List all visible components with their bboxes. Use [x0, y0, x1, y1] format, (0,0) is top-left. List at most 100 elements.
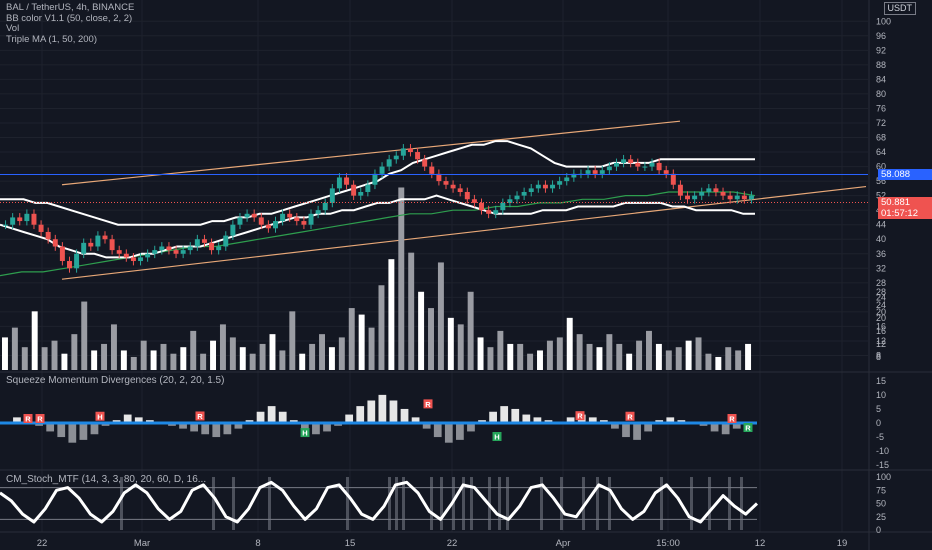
currency-label[interactable]: USDT — [883, 2, 916, 15]
momentum-bar-19 — [212, 423, 221, 438]
divergence-label-bg-9 — [743, 423, 753, 432]
candle-body-21 — [152, 250, 158, 254]
momentum-bar-37 — [411, 417, 420, 423]
candle-body-0 — [3, 224, 9, 226]
price-axis[interactable]: 1009692888480767268646056524844403632282… — [876, 16, 891, 535]
candle-body-66 — [471, 199, 477, 203]
candle-11 — [81, 238, 87, 259]
divergence-label-bg-2 — [95, 411, 105, 421]
time-axis[interactable]: 22 Mar 8 15 22 Apr 15:00 12 19 — [37, 538, 848, 549]
momentum-bar-7 — [79, 423, 88, 440]
divergence-label-text-3: R — [425, 400, 431, 409]
candle-70 — [500, 198, 506, 215]
candle-97 — [692, 191, 698, 204]
squeeze-tick-2: 5 — [876, 404, 881, 414]
divergence-label-4: R — [575, 411, 585, 421]
price-tick-16: 36 — [876, 249, 886, 259]
momentum-bar-51 — [566, 417, 575, 423]
momentum-bar-36 — [400, 408, 409, 423]
indicator-triple-ma[interactable]: Triple MA (1, 50, 200) — [6, 33, 97, 45]
level-price-tag: 58.088 — [878, 169, 932, 180]
candle-45 — [322, 198, 328, 215]
candle-body-31 — [223, 235, 229, 247]
candle-body-32 — [230, 224, 236, 236]
candle-6 — [45, 227, 51, 244]
volume-bar-55 — [546, 340, 553, 370]
price-tick-10: 60 — [876, 162, 886, 172]
candle-body-38 — [273, 221, 278, 229]
momentum-bar-28 — [312, 423, 320, 435]
stoch-cross-bar-8 — [430, 477, 433, 530]
candle-body-15 — [109, 239, 115, 251]
divergence-label-1: R — [35, 414, 45, 424]
indicator-vol[interactable]: Vol — [6, 23, 20, 34]
candle-5 — [38, 220, 44, 237]
divergence-label-0: R — [23, 414, 33, 424]
divergence-label-text-9: R — [745, 424, 751, 433]
candle-body-63 — [450, 184, 456, 189]
volume-tick-4: 12 — [876, 339, 886, 349]
divergence-label-bg-10 — [195, 411, 205, 421]
time-tick-4: 22 — [447, 538, 458, 549]
volume-bar-22 — [219, 324, 226, 370]
squeeze-title[interactable]: Squeeze Momentum Divergences (20, 2, 20,… — [6, 375, 225, 386]
candle-body-105 — [748, 195, 754, 200]
momentum-bar-1 — [13, 417, 21, 423]
candle-24 — [173, 245, 179, 259]
stoch-cross-bar-5 — [388, 477, 391, 530]
divergence-label-6: R — [727, 414, 737, 424]
momentum-bar-18 — [201, 423, 210, 435]
candle-body-3 — [24, 213, 30, 222]
candle-body-5 — [38, 224, 44, 232]
candle-15 — [109, 234, 115, 255]
momentum-bar-58 — [644, 423, 653, 432]
candle-body-67 — [479, 202, 484, 211]
candle-body-83 — [592, 170, 598, 174]
candle-47 — [336, 173, 342, 193]
candle-body-91 — [649, 162, 655, 167]
stoch-title[interactable]: CM_Stoch_MTF (14, 3, 3, 80, 20, 60, D, 1… — [6, 474, 207, 485]
stoch-pane — [0, 477, 759, 530]
candle-body-60 — [429, 166, 435, 174]
candle-body-37 — [265, 224, 271, 229]
volume-bar-7 — [71, 334, 78, 370]
candle-13 — [95, 231, 101, 251]
symbol-title[interactable]: BAL / TetherUS, 4h, BINANCE — [6, 2, 135, 13]
momentum-bar-35 — [389, 400, 398, 423]
time-tick-5: Apr — [556, 538, 571, 549]
candle-71 — [507, 194, 513, 208]
momentum-bar-27 — [300, 423, 309, 429]
candle-body-7 — [52, 239, 58, 247]
candle-body-79 — [564, 177, 570, 182]
divergence-label-10: R — [195, 411, 205, 421]
candle-body-104 — [741, 195, 747, 200]
candle-body-103 — [734, 195, 740, 200]
divergence-label-bg-3 — [423, 399, 433, 409]
volume-bar-71 — [705, 353, 712, 370]
channel-lower — [61, 185, 867, 280]
candle-body-90 — [642, 166, 648, 168]
candle-body-96 — [685, 195, 691, 200]
indicator-bb[interactable]: BB color V1.1 (50, close, 2, 2) — [6, 12, 133, 24]
candle-body-101 — [720, 192, 726, 196]
volume-bar-26 — [259, 343, 266, 370]
volume-bar-33 — [328, 347, 335, 370]
volume-bar-25 — [249, 353, 256, 370]
candle-14 — [102, 231, 108, 244]
candle-18 — [130, 253, 136, 266]
volume-tick-3: 16 — [876, 326, 886, 336]
candle-body-84 — [599, 170, 605, 174]
momentum-bar-4 — [46, 423, 55, 432]
candle-body-98 — [699, 192, 705, 196]
volume-bar-47 — [467, 291, 474, 370]
candle-body-61 — [436, 173, 442, 182]
candle-body-69 — [493, 210, 499, 214]
stoch-cross-bar-25 — [740, 477, 743, 530]
candle-body-42 — [301, 221, 307, 225]
volume-bars — [2, 187, 752, 370]
divergence-label-2: H — [95, 411, 105, 421]
candle-body-85 — [606, 166, 612, 171]
time-tick-1: Mar — [134, 538, 150, 549]
volume-bar-60 — [596, 347, 603, 370]
